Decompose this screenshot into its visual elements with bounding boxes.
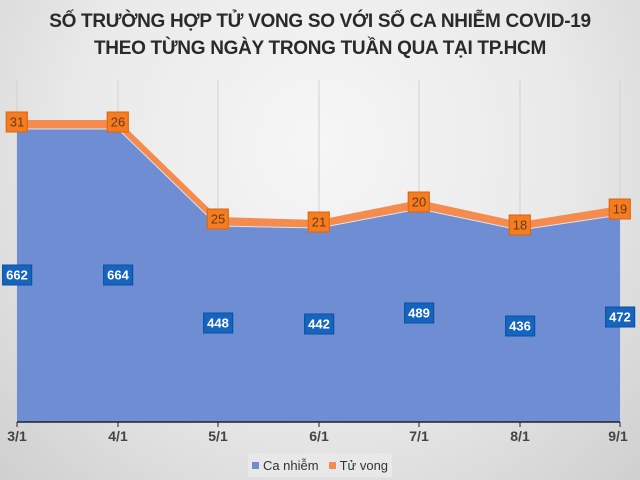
- deaths-data-label: 26: [106, 111, 130, 133]
- deaths-data-label: 19: [608, 198, 632, 220]
- cases-swatch-icon: [251, 461, 259, 469]
- x-label: 9/1: [608, 428, 628, 444]
- deaths-data-label: 21: [307, 211, 331, 233]
- legend-item-cases: Ca nhiễm: [251, 457, 319, 473]
- x-label: 8/1: [510, 428, 530, 444]
- chart-legend: Ca nhiễm Tử vong: [248, 453, 392, 477]
- title-line-1: SỐ TRƯỜNG HỢP TỬ VONG SO VỚI SỐ CA NHIỄM…: [49, 11, 591, 32]
- legend-item-deaths: Tử vong: [328, 457, 389, 473]
- cases-data-label: 442: [304, 313, 334, 335]
- cases-data-label: 448: [203, 312, 233, 334]
- cases-data-label: 664: [103, 264, 133, 286]
- cases-data-label: 662: [2, 264, 32, 286]
- cases-data-label: 489: [404, 302, 434, 324]
- x-label: 6/1: [309, 428, 329, 444]
- deaths-data-label: 20: [407, 191, 431, 213]
- cases-data-label: 436: [505, 315, 535, 337]
- cases-data-label: 472: [605, 306, 635, 328]
- x-label: 5/1: [208, 428, 228, 444]
- deaths-area: [17, 120, 620, 230]
- deaths-data-label: 18: [508, 214, 532, 236]
- deaths-swatch-icon: [328, 461, 336, 469]
- legend-label-cases: Ca nhiễm: [262, 457, 319, 473]
- legend-label-deaths: Tử vong: [339, 457, 389, 473]
- cases-area: [17, 129, 620, 422]
- x-label: 3/1: [7, 428, 27, 444]
- chart-title: SỐ TRƯỜNG HỢP TỬ VONG SO VỚI SỐ CA NHIỄM…: [0, 8, 640, 62]
- deaths-data-label: 31: [5, 111, 29, 133]
- deaths-data-label: 25: [206, 208, 230, 230]
- x-label: 4/1: [108, 428, 128, 444]
- title-line-2: THEO TỪNG NGÀY TRONG TUẦN QUA TẠI TP.HCM: [93, 38, 547, 59]
- x-label: 7/1: [409, 428, 429, 444]
